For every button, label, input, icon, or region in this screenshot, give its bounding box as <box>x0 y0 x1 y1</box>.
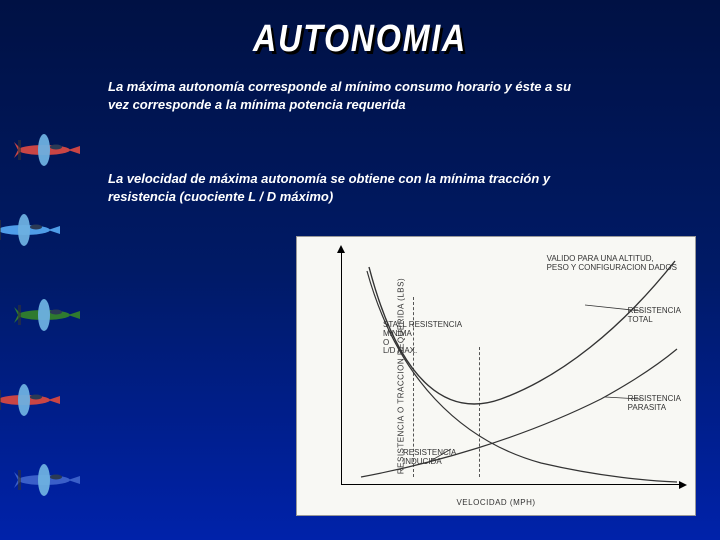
paragraph-2: La velocidad de máxima autonomía se obti… <box>108 170 588 205</box>
chart-label-parasite: RESISTENCIAPARASITA <box>628 395 681 413</box>
airplane-icon <box>0 380 68 420</box>
airplane-icon <box>8 460 88 500</box>
chart-xlabel: VELOCIDAD (MPH) <box>456 498 535 507</box>
chart-label-stall: STALL RESISTENCIA MINIMA O L/D MAX. <box>383 321 462 356</box>
drag-chart: RESISTENCIA O TRACCION REQUERIDA (LBS) V… <box>296 236 696 516</box>
chart-label-induced: RESISTENCIAINDUCIDA <box>403 449 456 467</box>
airplane-icon <box>8 130 88 170</box>
page-title: AUTONOMIA <box>253 18 467 61</box>
paragraph-1: La máxima autonomía corresponde al mínim… <box>108 78 588 113</box>
chart-note-validity: VALIDO PARA UNA ALTITUD,PESO Y CONFIGURA… <box>547 255 677 273</box>
airplane-icon <box>8 295 88 335</box>
airplane-icon <box>0 210 68 250</box>
chart-label-total: RESISTENCIATOTAL <box>628 307 681 325</box>
airplane-stack <box>0 130 100 510</box>
chart-curves <box>341 249 685 487</box>
